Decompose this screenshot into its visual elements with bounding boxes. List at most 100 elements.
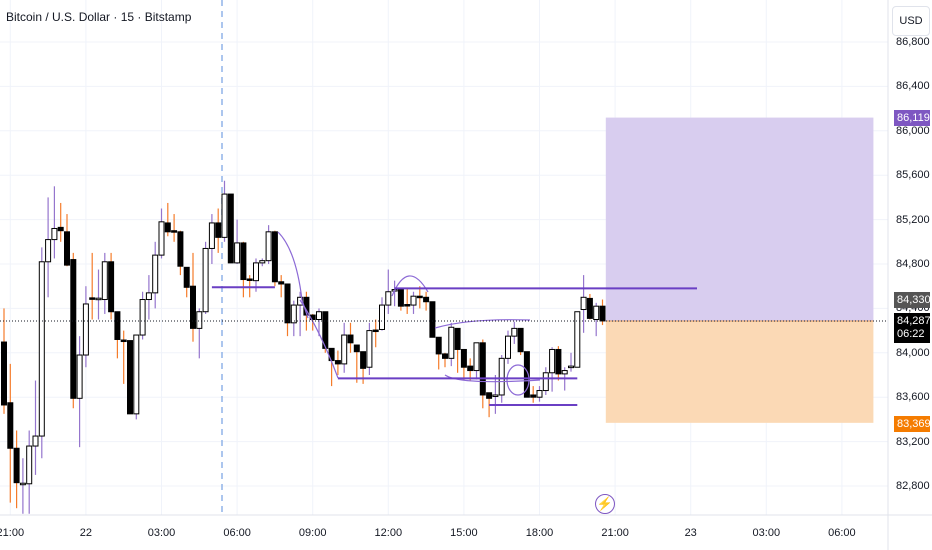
candle-body [473,342,480,372]
lightning-icon[interactable]: ⚡ [595,494,615,514]
candle-body [492,394,499,397]
candle-body [7,402,14,449]
candle-body [460,348,467,368]
price-tick-label: 83,600 [896,391,930,404]
currency-button[interactable]: USD [892,6,930,36]
candle-body [164,222,171,233]
candle-body [448,326,455,359]
candle-body [177,231,184,267]
price-tick-label: 82,800 [896,480,930,492]
drawing-curve[interactable] [299,299,339,379]
candle-body [240,242,247,281]
drawing-curve[interactable] [434,319,531,329]
time-tick-label: 21:00 [601,527,629,539]
candle-body [221,193,228,238]
candle-body [127,340,133,415]
candle-body [253,262,259,282]
candle-body [353,344,360,353]
candle-body [372,329,379,333]
candle-body [278,281,285,285]
candle-body [574,311,581,368]
candle-body [215,222,222,238]
candle-body [360,351,367,369]
prev-price-tag: 84,330 [894,292,931,308]
target-price-tag: 86,119 [894,110,930,126]
candle-body [120,339,127,343]
last-price: 84,287 [897,315,931,327]
candle-body [133,334,140,415]
candle-body [397,289,404,307]
stop-zone[interactable] [605,320,874,423]
candle-body [271,231,278,283]
candle-body [45,239,52,263]
candle-body [542,372,549,392]
time-tick-label: 22 [79,527,93,539]
candle-body [246,278,253,281]
candle-body [208,222,215,249]
candle-body [101,261,108,301]
time-tick-label: 21:00 [0,527,25,539]
candle-body [158,221,165,256]
symbol-title: Bitcoin / U.S. Dollar · 15 · Bitstamp [6,10,192,24]
drawing-arc[interactable] [391,275,429,297]
candle-body [82,303,89,356]
candle-body [316,311,322,321]
candle-body [196,311,203,329]
candle-body [379,304,385,330]
candle-body [38,261,45,437]
candle-body [1,341,7,406]
candle-body [32,435,39,447]
price-tick-label: 86,400 [896,80,930,93]
candle-body [505,335,511,359]
candle-body [171,230,178,233]
price-tick-label: 84,800 [896,258,930,270]
candle-body [152,254,159,294]
candle-body [593,305,600,320]
candle-body [442,353,448,359]
stop-price-tag: 83,369 [894,416,931,432]
price-tick-label: 83,200 [896,435,930,448]
candle-body [586,297,593,319]
time-tick-label: 03:00 [752,527,781,539]
candle-body [467,365,474,372]
target-zone[interactable] [605,117,874,321]
price-tick-label: 86,000 [896,124,930,137]
time-tick-label: 03:00 [147,527,176,539]
candle-body [511,327,518,337]
time-tick-label: 18:00 [525,527,554,539]
candle-body [89,297,96,300]
drawings[interactable] [211,231,697,406]
candle-body [70,259,77,399]
candle-body [227,193,234,264]
time-tick-label: 06:00 [828,527,856,539]
candle-body [555,348,562,375]
candle-body [366,330,373,368]
candle-body [498,357,505,396]
candle-body [561,370,568,375]
candle-body [19,482,26,486]
drawing-ellipse[interactable] [506,364,530,396]
candle-body [479,342,486,396]
candle-body [108,261,115,313]
candle-body [284,283,291,324]
candle-body [95,297,102,301]
candle-body [486,392,493,399]
candle-body [13,447,20,484]
time-tick-label: 09:00 [298,527,327,539]
candle-body [51,227,58,241]
candle-body [76,354,83,399]
price-tick-label: 84,000 [896,346,930,359]
drawing-curve[interactable] [277,231,309,319]
time-tick-label: 06:00 [223,527,251,539]
drawing-curve[interactable] [444,374,541,383]
candle-body [599,305,606,322]
candle-body [416,295,423,299]
candle-body [580,296,587,311]
candle-body [549,348,556,374]
candle-body [347,334,354,344]
candle-body [259,260,266,264]
candle-body [64,231,70,266]
price-tick-label: 85,600 [896,169,930,182]
candle-body [139,299,146,336]
